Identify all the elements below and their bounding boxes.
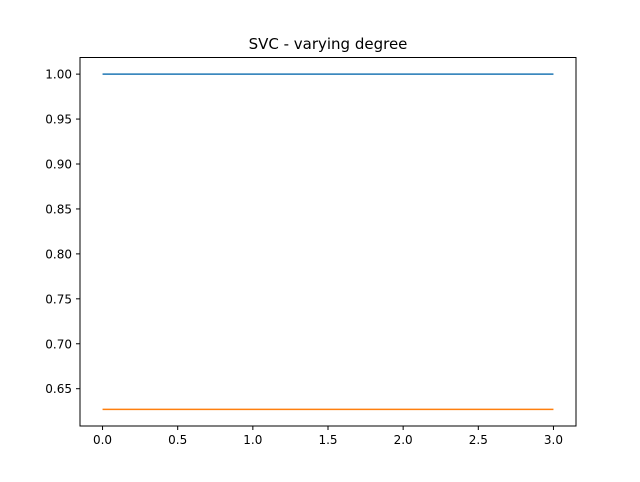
y-tick-label: 0.65	[45, 382, 72, 396]
y-tick-label: 1.00	[45, 68, 72, 82]
x-tick-label: 3.0	[544, 433, 563, 447]
x-tick-label: 0.0	[93, 433, 112, 447]
x-tick-label: 2.0	[394, 433, 413, 447]
x-tick-label: 1.0	[243, 433, 262, 447]
x-axis: 0.0 0.5 1.0 1.5 2.0 2.5 3.0	[93, 426, 563, 447]
y-tick-label: 0.95	[45, 113, 72, 127]
y-axis: 0.65 0.70 0.75 0.80 0.85 0.90 0.95 1.00	[45, 68, 80, 396]
x-tick-label: 2.5	[469, 433, 488, 447]
axes-frame	[79, 57, 577, 427]
y-tick-label: 0.70	[45, 337, 72, 351]
x-tick-label: 0.5	[168, 433, 187, 447]
y-tick-label: 0.90	[45, 158, 72, 172]
y-tick-label: 0.75	[45, 292, 72, 306]
plot-area	[102, 73, 554, 411]
y-tick-label: 0.80	[45, 247, 72, 261]
x-tick-label: 1.5	[318, 433, 337, 447]
chart-title: SVC - varying degree	[249, 35, 408, 53]
y-tick-label: 0.85	[45, 202, 72, 216]
